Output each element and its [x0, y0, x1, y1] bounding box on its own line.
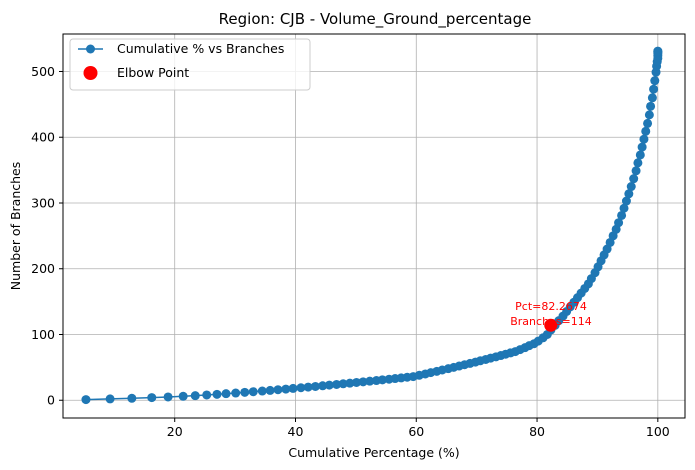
- data-point: [629, 174, 639, 184]
- data-point: [649, 84, 659, 94]
- data-point: [358, 377, 368, 387]
- annotation-line-1: Pct=82.2674: [515, 300, 587, 313]
- y-tick-label: 400: [31, 130, 55, 145]
- data-point: [248, 387, 258, 397]
- y-tick-label: 100: [31, 327, 55, 342]
- data-point: [624, 189, 634, 199]
- data-point: [643, 118, 653, 128]
- data-point: [619, 203, 629, 213]
- data-point: [324, 380, 334, 390]
- y-tick-label: 0: [47, 393, 55, 408]
- data-point: [303, 382, 313, 392]
- data-point: [635, 150, 645, 160]
- annotation-line-2: Branches=114: [510, 315, 592, 328]
- data-point: [633, 158, 643, 168]
- data-point: [332, 379, 342, 389]
- data-point: [351, 377, 361, 387]
- data-point: [639, 134, 649, 144]
- legend: Cumulative % vs Branches Elbow Point: [69, 38, 311, 91]
- data-point: [163, 392, 173, 402]
- grid: [63, 34, 685, 418]
- elbow-point: [544, 318, 558, 332]
- elbow-annotation: Pct=82.2674 Branches=114: [510, 300, 592, 328]
- data-point: [377, 375, 387, 385]
- data-point: [273, 385, 283, 395]
- data-point: [345, 378, 355, 388]
- data-point: [190, 391, 200, 401]
- data-point: [644, 110, 654, 120]
- data-point: [231, 388, 241, 398]
- x-tick-label: 60: [408, 424, 424, 439]
- plot-frame: [62, 33, 686, 419]
- data-point: [338, 379, 348, 389]
- data-point: [212, 389, 222, 399]
- x-tick-label: 80: [529, 424, 545, 439]
- x-tick-label: 40: [288, 424, 304, 439]
- data-point: [647, 93, 657, 103]
- data-point: [626, 182, 636, 192]
- data-point: [641, 126, 651, 136]
- x-axis-label: Cumulative Percentage (%): [288, 445, 459, 460]
- y-axis-label: Number of Branches: [8, 162, 23, 291]
- data-point: [240, 387, 250, 397]
- data-point: [105, 394, 115, 404]
- y-tick-label: 300: [31, 195, 55, 210]
- y-tick-label: 200: [31, 261, 55, 276]
- data-point: [288, 383, 298, 393]
- data-point: [631, 166, 641, 176]
- data-point: [614, 218, 624, 228]
- x-tick-label: 20: [167, 424, 183, 439]
- data-point: [318, 381, 328, 391]
- data-point: [257, 386, 267, 396]
- legend-label-elbow: Elbow Point: [117, 65, 189, 80]
- data-point: [646, 101, 656, 111]
- data-point: [310, 381, 320, 391]
- data-point: [621, 196, 631, 206]
- data-point: [265, 385, 275, 395]
- data-point: [653, 46, 663, 56]
- series-layer: [81, 46, 663, 405]
- data-point: [178, 391, 188, 401]
- data-point: [650, 76, 660, 86]
- legend-label-series: Cumulative % vs Branches: [117, 41, 284, 56]
- data-point: [221, 389, 231, 399]
- ticks: 20 40 60 80 100 0 100 200 300 400 500: [31, 64, 670, 439]
- data-point: [147, 393, 157, 403]
- data-point: [296, 383, 306, 393]
- x-tick-label: 100: [646, 424, 670, 439]
- data-point: [365, 376, 375, 386]
- data-point: [281, 384, 291, 394]
- data-point: [81, 395, 91, 405]
- data-point: [127, 393, 137, 403]
- chart-title: Region: CJB - Volume_Ground_percentage: [219, 10, 532, 29]
- data-point: [637, 142, 647, 152]
- legend-line-dot: [86, 44, 95, 54]
- legend-elbow-dot: [83, 66, 98, 80]
- data-point: [617, 210, 627, 220]
- data-point: [202, 390, 212, 400]
- y-tick-label: 500: [31, 64, 55, 79]
- legend-box: [69, 38, 311, 91]
